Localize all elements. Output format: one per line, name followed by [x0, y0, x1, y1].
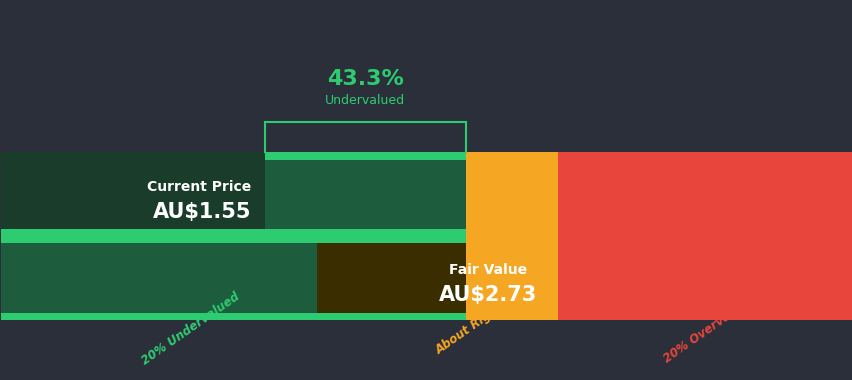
- Bar: [372, 244, 558, 320]
- Text: Current Price: Current Price: [147, 180, 251, 194]
- Bar: [558, 152, 850, 229]
- Bar: [2, 244, 372, 320]
- Text: 43.3%: 43.3%: [326, 69, 403, 89]
- Bar: [2, 160, 465, 229]
- Bar: [558, 229, 850, 244]
- Bar: [2, 244, 465, 313]
- Text: 20% Overvalued: 20% Overvalued: [660, 293, 756, 365]
- Text: 20% Undervalued: 20% Undervalued: [139, 290, 242, 367]
- Bar: [2, 229, 372, 244]
- Text: AU$1.55: AU$1.55: [153, 202, 251, 222]
- Text: About Right: About Right: [433, 301, 505, 357]
- Bar: [2, 313, 465, 320]
- Bar: [2, 229, 465, 244]
- Bar: [317, 244, 465, 313]
- Bar: [372, 229, 558, 244]
- Bar: [2, 152, 465, 160]
- Text: Fair Value: Fair Value: [448, 263, 527, 277]
- Text: Undervalued: Undervalued: [325, 94, 405, 107]
- Bar: [558, 244, 850, 320]
- Bar: [2, 152, 265, 229]
- Bar: [372, 152, 558, 229]
- Text: AU$2.73: AU$2.73: [438, 285, 537, 306]
- Bar: [2, 152, 372, 229]
